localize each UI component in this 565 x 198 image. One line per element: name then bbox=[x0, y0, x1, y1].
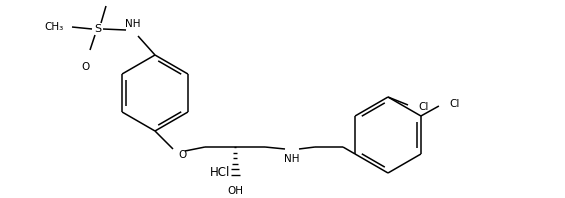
Text: Cl: Cl bbox=[418, 102, 428, 112]
Text: NH: NH bbox=[125, 19, 141, 29]
Text: Cl: Cl bbox=[449, 99, 459, 109]
Text: NH: NH bbox=[284, 154, 300, 164]
Text: O: O bbox=[178, 150, 186, 160]
Text: S: S bbox=[94, 24, 102, 34]
Text: O: O bbox=[82, 62, 90, 72]
Text: HCl: HCl bbox=[210, 167, 230, 180]
Text: OH: OH bbox=[227, 186, 243, 196]
Text: CH₃: CH₃ bbox=[45, 22, 64, 32]
